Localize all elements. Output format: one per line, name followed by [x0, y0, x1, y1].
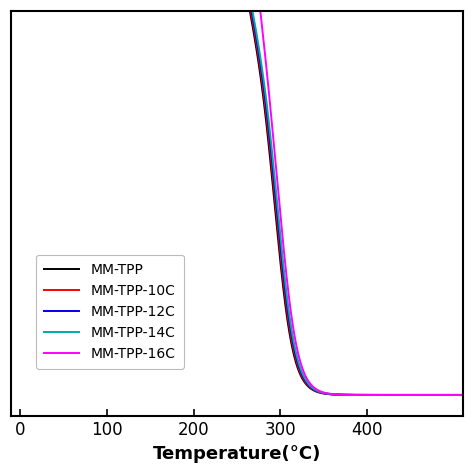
- Legend: MM-TPP, MM-TPP-10C, MM-TPP-12C, MM-TPP-14C, MM-TPP-16C: MM-TPP, MM-TPP-10C, MM-TPP-12C, MM-TPP-1…: [36, 255, 183, 369]
- MM-TPP: [410, 392, 416, 398]
- X-axis label: Temperature(°C): Temperature(°C): [153, 445, 321, 463]
- Line: MM-TPP-12C: MM-TPP-12C: [11, 0, 472, 395]
- MM-TPP-14C: [460, 392, 465, 398]
- Line: MM-TPP-10C: MM-TPP-10C: [11, 0, 472, 395]
- Line: MM-TPP-14C: MM-TPP-14C: [11, 0, 472, 395]
- MM-TPP-16C: [460, 392, 465, 398]
- MM-TPP-12C: [460, 392, 465, 398]
- Line: MM-TPP-16C: MM-TPP-16C: [11, 0, 472, 395]
- MM-TPP-16C: [469, 392, 474, 398]
- MM-TPP-10C: [410, 392, 416, 398]
- MM-TPP: [460, 392, 465, 398]
- MM-TPP-12C: [410, 392, 416, 398]
- MM-TPP-10C: [469, 392, 474, 398]
- Line: MM-TPP: MM-TPP: [11, 0, 472, 395]
- MM-TPP: [469, 392, 474, 398]
- MM-TPP-14C: [469, 392, 474, 398]
- MM-TPP-12C: [469, 392, 474, 398]
- MM-TPP-16C: [410, 392, 416, 398]
- MM-TPP-14C: [410, 392, 416, 398]
- MM-TPP-10C: [460, 392, 465, 398]
